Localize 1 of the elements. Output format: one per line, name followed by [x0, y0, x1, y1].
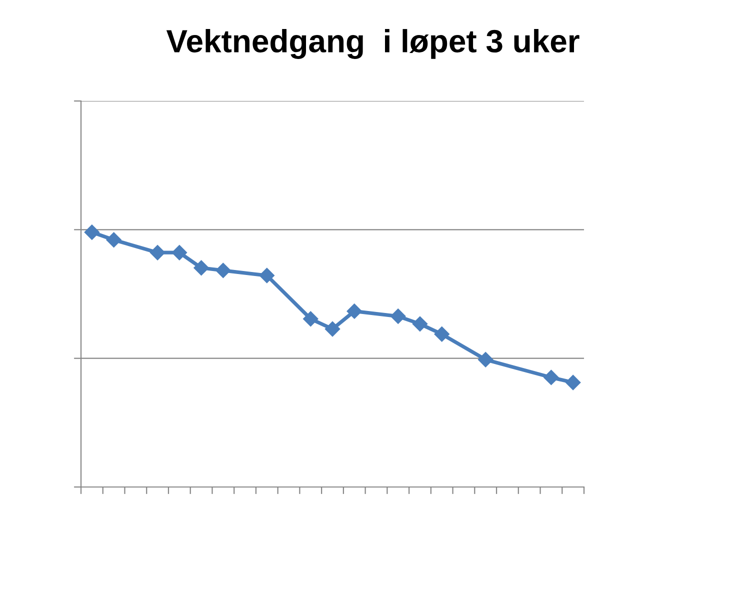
chart-title: Vektnedgang i løpet 3 uker — [166, 29, 580, 59]
